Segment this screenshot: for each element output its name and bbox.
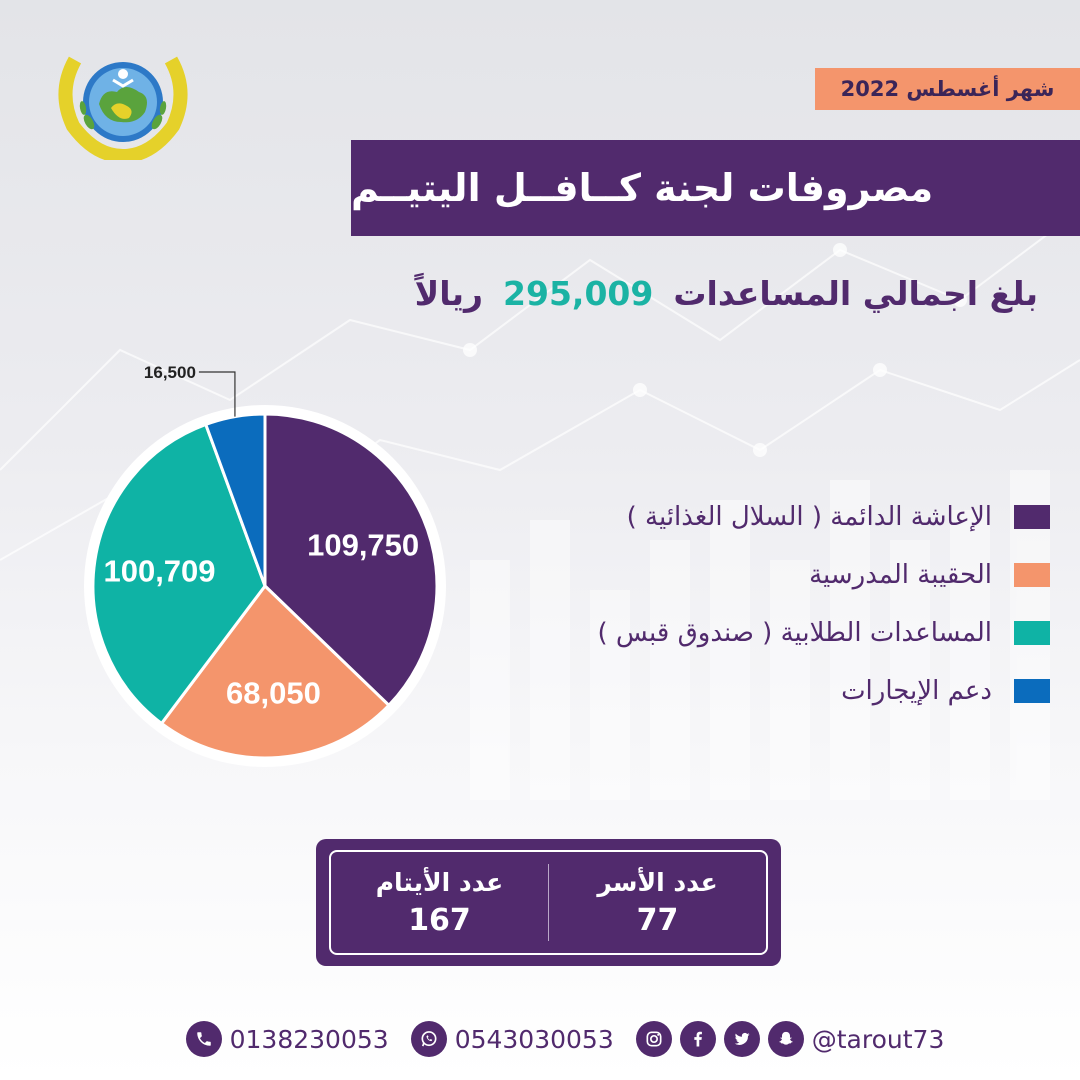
pie-slice-label-4: 16,500 [144,363,196,382]
families-stat: عدد الأسر 77 [549,852,766,953]
pie-slice-2 [159,583,391,760]
pie-chart: 109,750 68,050 100,709 16,500 [84,363,446,767]
legend-item-3: المساعدات الطلابية ( صندوق قبس ) [490,604,1050,662]
total-prefix: بلغ اجمالي المساعدات [673,273,1038,313]
total-suffix: ريالاً [414,273,484,313]
orphans-stat: عدد الأيتام 167 [331,852,548,953]
twitter-icon[interactable] [723,1021,760,1057]
pie-slice-1 [263,412,439,708]
total-summary: بلغ اجمالي المساعدات 295,009 ريالاً [415,268,1038,318]
pie-slice-label-3: 100,709 [103,553,215,588]
legend-item-2: الحقيبة المدرسية [490,546,1050,604]
total-value: 295,009 [503,273,654,313]
month-badge: شهر أغسطس 2022 [815,68,1080,110]
social-handle[interactable]: @tarout73 [811,1024,945,1054]
facebook-icon[interactable] [679,1021,716,1057]
legend-item-1: الإعاشة الدائمة ( السلال الغذائية ) [490,488,1050,546]
families-value: 77 [636,902,679,938]
page-title: مصروفات لجنة كــافــل اليتيــم [351,140,1080,236]
organization-logo [58,56,188,160]
phone-number[interactable]: 0138230053 [229,1024,389,1054]
legend-swatch [1014,505,1050,529]
chart-legend: الإعاشة الدائمة ( السلال الغذائية ) الحقي… [490,488,1050,720]
phone-icon[interactable] [185,1021,222,1057]
whatsapp-number[interactable]: 0543030053 [454,1024,614,1054]
legend-label: الإعاشة الدائمة ( السلال الغذائية ) [626,502,992,532]
pie-slice-label-1: 109,750 [307,527,419,562]
legend-swatch [1014,621,1050,645]
legend-label: الحقيبة المدرسية [809,560,992,590]
pie-slice-4 [203,412,267,587]
families-label: عدد الأسر [597,867,718,897]
footer-contacts: 0138230053 0543030053 @tarout73 [185,1016,945,1062]
legend-label: دعم الإيجارات [841,676,992,706]
snapchat-icon[interactable] [767,1021,804,1057]
legend-swatch [1014,679,1050,703]
orphans-label: عدد الأيتام [375,867,504,897]
orphans-value: 167 [408,902,471,938]
instagram-icon[interactable] [635,1021,672,1057]
stats-box: عدد الأيتام 167 عدد الأسر 77 [316,839,781,966]
legend-item-4: دعم الإيجارات [490,662,1050,720]
pie-callout-line [198,371,236,417]
legend-label: المساعدات الطلابية ( صندوق قبس ) [597,618,993,648]
stats-divider [548,864,549,941]
pie-slice-label-2: 68,050 [226,675,321,710]
pie-slice-3 [91,422,267,726]
whatsapp-icon[interactable] [410,1021,447,1057]
legend-swatch [1014,563,1050,587]
